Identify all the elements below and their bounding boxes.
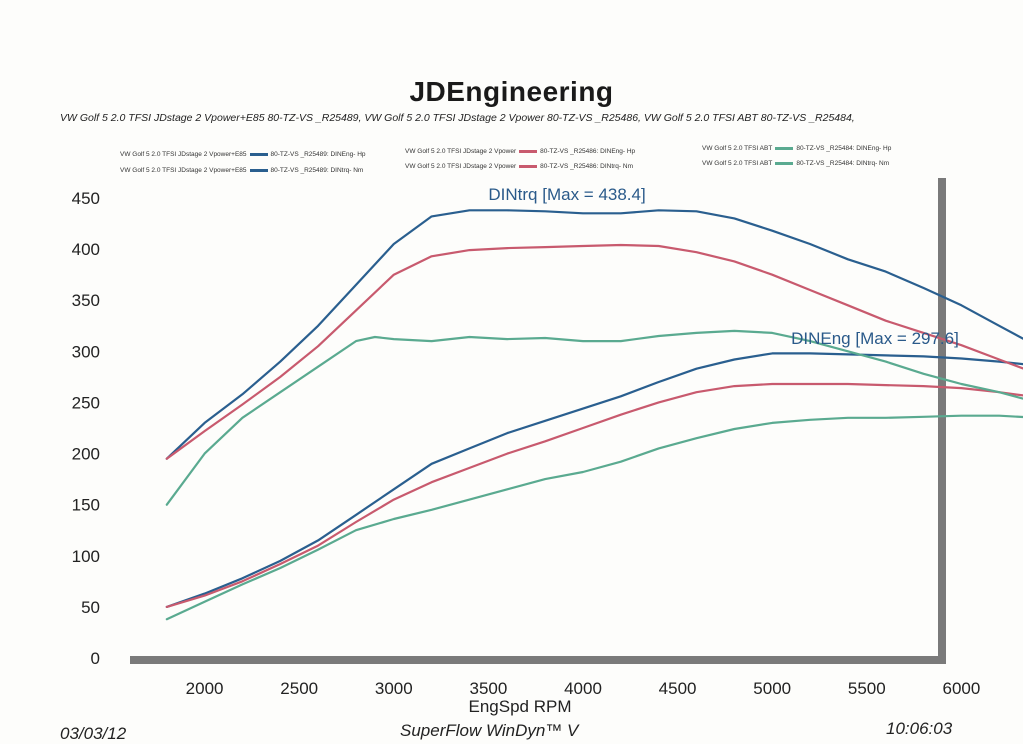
legend-text: 80-TZ-VS _R25489: DINtrq- Nm [270,167,364,174]
series-group [165,209,1023,621]
footer-time: 10:06:03 [886,719,953,738]
legend-swatch [775,161,794,165]
y-tick-label: 300 [72,342,100,361]
legend-text: VW Golf 5 2.0 TFSI JDstage 2 Vpower+E85 [120,167,247,174]
x-tick-label: 3000 [375,679,413,698]
legend-text: 80-TZ-VS _R25486: DINEng- Hp [540,148,636,155]
x-tick-label: 2000 [186,679,224,698]
legend-entry: VW Golf 5 2.0 TFSI JDstage 2 Vpower+E85 8… [120,167,363,174]
x-tick-label: 2500 [280,679,318,698]
legend-entry: VW Golf 5 2.0 TFSI ABT 80-TZ-VS _R25484: … [702,160,889,167]
x-tick-label: 4000 [564,679,602,698]
x-axis: 2000250030003500400045005000550060006500… [186,679,981,698]
y-axis: 0 50 100 150 200 250 300 350 400 450 [72,189,100,668]
legend-entry: VW Golf 5 2.0 TFSI JDstage 2 Vpower 80-TZ… [405,148,635,155]
y-tick-label: 150 [72,496,100,515]
annotation-label: DINEng [Max = 297.6] [791,329,959,348]
y-tick-label: 0 [91,649,100,668]
legend-text: 80-TZ-VS _R25489: DINEng- Hp [270,151,366,158]
legend-text: 80-TZ-VS _R25484: DINEng- Hp [796,145,892,152]
x-tick-label: 4500 [659,679,697,698]
x-tick-label: 5000 [753,679,791,698]
x-tick-label: 6000 [942,679,980,698]
series-line [165,414,1023,621]
legend-text: VW Golf 5 2.0 TFSI ABT [702,160,773,167]
y-tick-label: 400 [72,240,100,259]
legend-text: VW Golf 5 2.0 TFSI JDstage 2 Vpower [405,163,517,170]
legend-text: 80-TZ-VS _R25486: DINtrq- Nm [540,163,633,170]
series-line [165,209,1023,460]
legend-swatch [519,149,538,153]
x-tick-label: 3500 [469,679,507,698]
legend-swatch [249,168,268,172]
y-tick-label: 250 [72,393,100,412]
legend-swatch [519,164,538,168]
legend-swatch [249,152,268,156]
y-tick-label: 50 [81,598,100,617]
legend-entry: VW Golf 5 2.0 TFSI ABT 80-TZ-VS _R25484: … [702,145,891,152]
legend-entry: VW Golf 5 2.0 TFSI JDstage 2 Vpower 80-TZ… [405,163,633,170]
y-tick-label: 200 [72,445,100,464]
y-tick-label: 350 [72,291,100,310]
legend-swatch [775,146,794,150]
legend-text: VW Golf 5 2.0 TFSI JDstage 2 Vpower [405,148,517,155]
y-tick-label: 100 [72,547,100,566]
legend-text: VW Golf 5 2.0 TFSI JDstage 2 Vpower+E85 [120,151,247,158]
footer-software: SuperFlow WinDyn™ V [400,721,579,740]
series-line [165,243,1023,460]
chart-title: JDEngineering [409,76,614,107]
legend-text: VW Golf 5 2.0 TFSI ABT [702,145,773,152]
y-tick-label: 450 [72,189,100,208]
legend-text: 80-TZ-VS _R25484: DINtrq- Nm [796,160,890,167]
series-line [165,352,1023,609]
x-tick-label: 5500 [848,679,886,698]
legend-entry: VW Golf 5 2.0 TFSI JDstage 2 Vpower+E85 8… [120,151,366,158]
x-axis-label: EngSpd RPM [469,697,572,716]
annotations: DINtrq [Max = 438.4] DINEng [Max = 297.6] [488,185,958,348]
series-line [165,382,1023,609]
annotation-label: DINtrq [Max = 438.4] [488,185,645,204]
footer-date: 03/03/12 [60,724,127,743]
plot-bottom-border [130,656,946,664]
chart-subtitle: VW Golf 5 2.0 TFSI JDstage 2 Vpower+E85 … [60,112,855,124]
series-line [165,329,1023,506]
